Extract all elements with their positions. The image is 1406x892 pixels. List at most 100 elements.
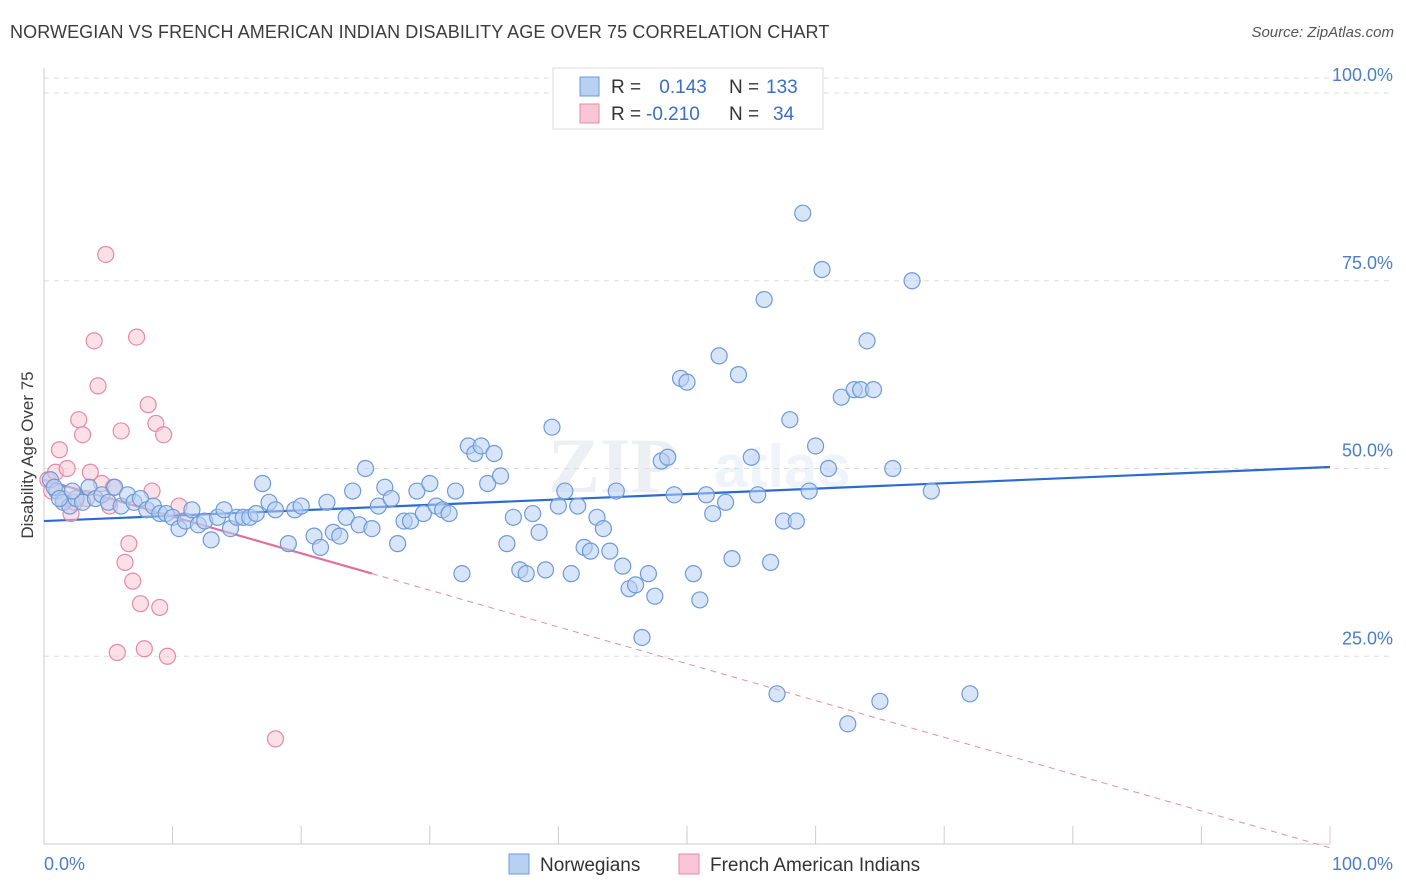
norwegians-point-78 <box>556 482 574 500</box>
norwegians-point-55 <box>408 482 426 500</box>
norwegians-point-103 <box>716 493 735 511</box>
norwegians-point-62 <box>453 565 471 583</box>
norwegians-point-56 <box>414 504 432 523</box>
norwegians-point-106 <box>742 448 760 466</box>
french-american-indians-point-23 <box>127 328 146 346</box>
norwegians-point-36 <box>279 535 297 553</box>
legend-r-label-blue: R = <box>611 77 641 98</box>
norwegians-point-44 <box>337 508 355 526</box>
legend-n-value-blue: 133 <box>766 77 798 98</box>
norwegians-point-84 <box>594 519 613 538</box>
norwegians-point-38 <box>292 497 310 515</box>
norwegians-point-49 <box>369 497 387 515</box>
norwegians-point-85 <box>601 542 619 560</box>
french-american-indians-point-30 <box>154 426 173 444</box>
norwegians-point-114 <box>794 204 812 222</box>
series-legend-swatch-french-american-indians[interactable] <box>678 853 700 875</box>
norwegians-point-70 <box>504 508 522 526</box>
french-american-indians-point-19 <box>112 422 130 440</box>
legend-n-label-pink: N = <box>729 104 759 125</box>
norwegians-point-94 <box>659 448 677 466</box>
norwegians-point-86 <box>607 482 625 500</box>
norwegians-point-61 <box>446 482 465 500</box>
norwegians-point-33 <box>254 474 272 493</box>
y-axis-label: Disability Age Over 75 <box>18 371 37 538</box>
norwegians-point-27 <box>215 501 233 519</box>
french-american-indians-point-3 <box>50 441 69 459</box>
norwegians-point-10 <box>106 478 124 496</box>
norwegians-point-89 <box>626 576 645 594</box>
norwegians-point-40 <box>311 538 330 556</box>
norwegians-point-119 <box>832 388 850 406</box>
norwegians-point-92 <box>646 587 664 605</box>
french-american-indians-point-5 <box>58 459 76 478</box>
norwegians-point-22 <box>183 501 201 519</box>
norwegians-point-107 <box>749 486 767 504</box>
y-tick-label-1: 50.0% <box>1342 441 1393 461</box>
norwegians-point-113 <box>787 512 805 530</box>
legend-r-label-pink: R = <box>611 104 641 125</box>
norwegians-point-76 <box>543 418 561 436</box>
norwegians-point-129 <box>961 685 979 703</box>
french-american-indians-point-25 <box>135 640 153 658</box>
french-american-indians-point-9 <box>73 426 92 444</box>
french-american-indians-point-13 <box>89 377 107 395</box>
norwegians-point-109 <box>761 553 780 571</box>
norwegians-point-68 <box>491 467 510 485</box>
norwegians-point-128 <box>922 482 940 500</box>
norwegians-point-72 <box>517 565 535 583</box>
norwegians-point-51 <box>382 489 400 508</box>
legend-r-value-blue: 0.143 <box>654 77 707 98</box>
norwegians-point-131 <box>50 489 69 508</box>
y-tick-labels: 25.0% 50.0% 75.0% 100.0% <box>1332 65 1393 648</box>
norwegians-point-73 <box>524 504 542 523</box>
norwegians-point-66 <box>479 474 497 493</box>
norwegians-point-52 <box>389 535 407 553</box>
norwegians-point-105 <box>729 366 748 384</box>
source-credit: Source: ZipAtlas.com <box>1251 24 1394 41</box>
norwegians-point-79 <box>562 565 580 583</box>
series-legend-label-french-american-indians[interactable]: French American Indians <box>710 855 920 876</box>
norwegians-point-100 <box>697 486 715 504</box>
french-american-indians-point-8 <box>70 411 88 429</box>
stats-legend: R = 0.143 N = 133 R = -0.210 N = 34 <box>552 67 824 130</box>
norwegians-point-87 <box>614 557 632 575</box>
norwegians-point-104 <box>723 550 741 568</box>
trend-line-french-american-indians-extension <box>371 573 1331 849</box>
norwegians-point-69 <box>498 535 516 553</box>
norwegians-point-126 <box>884 459 902 478</box>
norwegians-point-116 <box>806 437 825 455</box>
y-tick-label-0: 25.0% <box>1342 628 1393 648</box>
series-legend-label-norwegians[interactable]: Norwegians <box>540 855 640 876</box>
norwegians-point-120 <box>839 715 857 733</box>
norwegians-point-47 <box>356 459 375 478</box>
french-american-indians-point-24 <box>131 595 150 613</box>
series-legend-swatch-norwegians[interactable] <box>508 853 530 875</box>
norwegians-point-74 <box>530 523 548 541</box>
legend-swatch-pink <box>579 103 600 124</box>
norwegians-point-41 <box>318 493 336 511</box>
french-american-indians-point-29 <box>151 598 169 617</box>
norwegians-point-65 <box>472 437 490 455</box>
french-american-indians-point-31 <box>158 647 177 665</box>
norwegians-point-67 <box>485 444 503 463</box>
legend-swatch-blue <box>579 76 600 97</box>
series-legend: Norwegians French American Indians <box>508 853 920 876</box>
french-american-indians-point-26 <box>139 396 157 414</box>
legend-r-value-pink: -0.210 <box>646 104 700 125</box>
french-american-indians-point-33 <box>266 730 285 748</box>
norwegians-point-25 <box>202 531 220 549</box>
x-tick-label-max: 100.0% <box>1332 854 1393 874</box>
norwegians-point-132 <box>63 482 81 500</box>
norwegians-point-90 <box>633 628 651 647</box>
x-tick-label-min: 0.0% <box>44 854 85 874</box>
norwegians-point-102 <box>710 347 728 365</box>
norwegians-point-125 <box>871 692 889 710</box>
norwegians-point-60 <box>440 504 458 523</box>
norwegians-point-98 <box>684 565 703 583</box>
norwegians-point-48 <box>363 519 381 538</box>
points-norwegians <box>41 204 979 733</box>
legend-n-label-blue: N = <box>729 77 759 98</box>
norwegians-point-118 <box>819 459 838 478</box>
legend-n-value-pink: 34 <box>773 104 795 125</box>
